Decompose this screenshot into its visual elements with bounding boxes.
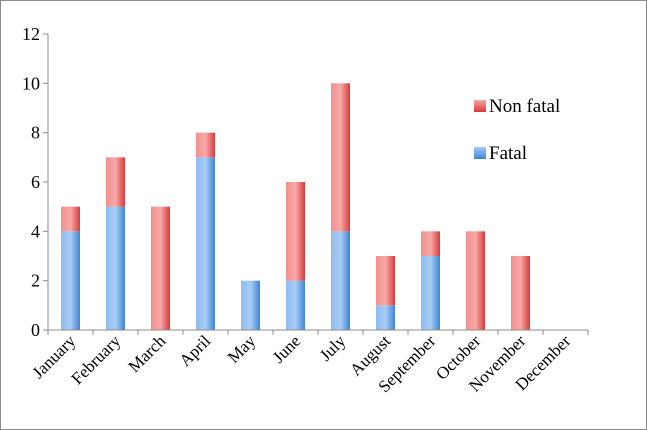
bar-non-fatal xyxy=(466,231,485,330)
x-category-label: February xyxy=(67,331,124,388)
x-category-label: June xyxy=(269,331,304,366)
bar-non-fatal xyxy=(151,206,170,330)
bar-non-fatal xyxy=(511,256,530,330)
x-category-label: July xyxy=(316,331,350,365)
bar-non-fatal xyxy=(61,206,80,232)
legend-item-non-fatal-label: Non fatal xyxy=(489,96,560,117)
bar-fatal xyxy=(61,231,80,330)
y-tick-label: 8 xyxy=(31,123,40,143)
bar-non-fatal xyxy=(421,231,440,256)
legend-item-fatal-swatch xyxy=(474,147,486,159)
bar-fatal xyxy=(331,231,350,330)
bar-non-fatal xyxy=(331,83,350,232)
y-tick-label: 10 xyxy=(22,73,40,93)
bar-fatal xyxy=(241,280,260,330)
bar-fatal xyxy=(286,280,305,330)
legend-item-non-fatal-swatch xyxy=(474,100,486,112)
y-axis: 0 2 4 6 8 10 12 xyxy=(22,24,49,340)
y-tick-label: 6 xyxy=(31,172,40,192)
y-tick-label: 0 xyxy=(31,320,40,340)
legend-item-fatal-label: Fatal xyxy=(489,143,527,164)
bar-fatal xyxy=(106,206,125,330)
bars xyxy=(61,83,530,330)
legend: Non fatal Fatal xyxy=(474,96,560,164)
x-category-label: May xyxy=(224,331,260,367)
y-tick-label: 4 xyxy=(31,221,40,241)
bar-fatal xyxy=(196,157,215,330)
x-category-label: March xyxy=(125,331,170,376)
bar-non-fatal xyxy=(106,157,125,207)
bar-non-fatal xyxy=(196,132,215,158)
y-tick-label: 2 xyxy=(31,271,40,291)
bar-non-fatal xyxy=(286,182,305,281)
x-category-label: April xyxy=(176,331,215,370)
bar-fatal xyxy=(421,256,440,330)
bar-fatal xyxy=(376,305,395,330)
bar-non-fatal xyxy=(376,256,395,306)
y-tick-label: 12 xyxy=(22,24,40,44)
